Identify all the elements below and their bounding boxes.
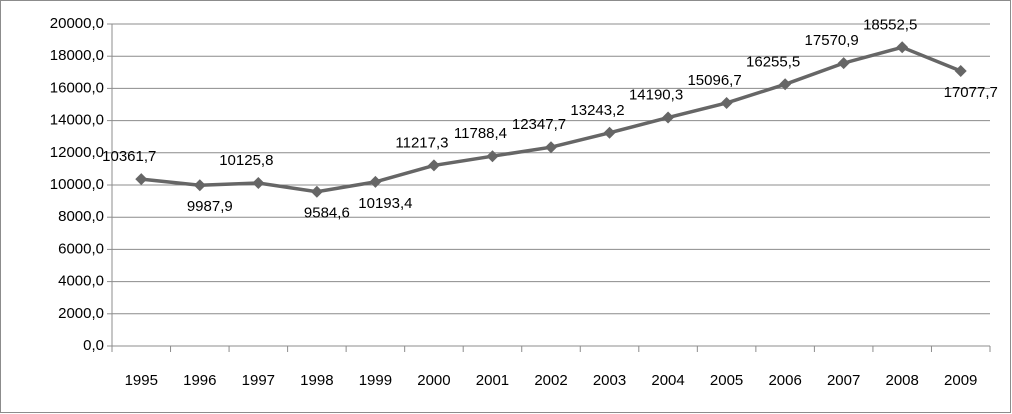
y-tick-label: 0,0: [83, 337, 104, 354]
x-tick-label: 2004: [651, 372, 684, 389]
x-tick-label: 2000: [417, 372, 450, 389]
data-label: 10125,8: [219, 152, 273, 169]
marker: [193, 179, 206, 192]
marker: [954, 65, 967, 78]
marker: [427, 159, 440, 172]
marker: [896, 41, 909, 54]
marker: [662, 111, 675, 124]
x-tick-label: 1997: [242, 372, 275, 389]
data-label: 17570,9: [805, 32, 859, 49]
x-tick-label: 1995: [125, 372, 158, 389]
x-tick-label: 2008: [886, 372, 919, 389]
marker: [369, 175, 382, 188]
x-tick-label: 2002: [534, 372, 567, 389]
y-tick-label: 6000,0: [58, 240, 104, 257]
marker: [545, 141, 557, 154]
x-tick-label: 1996: [183, 372, 216, 389]
marker: [603, 126, 616, 139]
y-tick-label: 12000,0: [50, 144, 104, 161]
marker: [779, 78, 792, 91]
y-tick-label: 16000,0: [50, 79, 104, 96]
x-tick-label: 2006: [768, 372, 801, 389]
y-tick-label: 2000,0: [58, 305, 104, 322]
x-tick-label: 2009: [944, 372, 977, 389]
data-label: 17077,7: [944, 84, 998, 101]
data-label: 9584,6: [304, 205, 350, 222]
data-label: 9987,9: [187, 198, 233, 215]
x-tick-label: 2005: [710, 372, 743, 389]
marker: [837, 57, 850, 70]
x-tick-label: 1998: [300, 372, 333, 389]
data-label: 16255,5: [746, 53, 800, 70]
y-tick-label: 4000,0: [58, 273, 104, 290]
y-tick-label: 20000,0: [50, 15, 104, 32]
marker: [720, 96, 733, 109]
data-label: 14190,3: [629, 87, 683, 104]
marker: [135, 173, 148, 186]
marker: [252, 176, 265, 189]
data-label: 12347,7: [512, 116, 566, 133]
data-label: 13243,2: [570, 102, 624, 119]
x-tick-label: 2007: [827, 372, 860, 389]
marker: [486, 150, 499, 163]
x-tick-label: 1999: [359, 372, 392, 389]
data-label: 18552,5: [863, 16, 917, 33]
data-label: 10361,7: [102, 148, 156, 165]
data-label: 11788,4: [454, 125, 507, 142]
x-tick-label: 2003: [593, 372, 626, 389]
y-tick-label: 10000,0: [50, 176, 104, 193]
x-tick-label: 2001: [476, 372, 509, 389]
y-tick-label: 18000,0: [50, 47, 104, 64]
y-tick-label: 8000,0: [58, 208, 104, 225]
data-label: 11217,3: [395, 134, 448, 151]
data-label: 10193,4: [358, 195, 412, 212]
data-label: 15096,7: [687, 72, 741, 89]
marker: [310, 185, 323, 198]
y-tick-label: 14000,0: [50, 112, 104, 129]
